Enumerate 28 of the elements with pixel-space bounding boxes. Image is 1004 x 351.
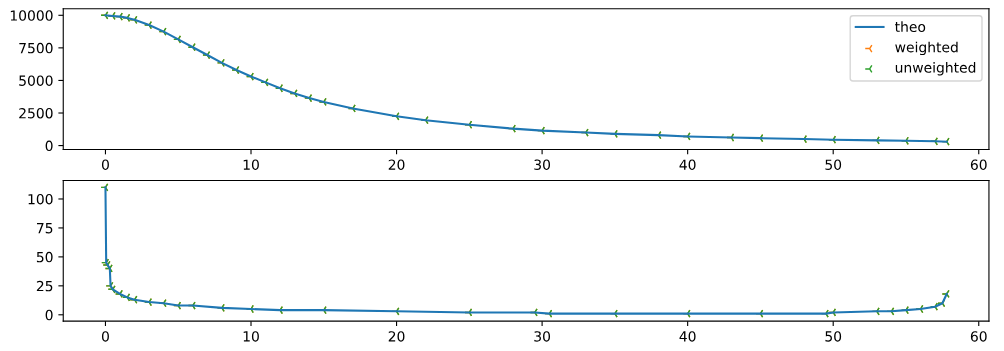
x-tick-label: 50 [825,331,842,342]
y-tick-label: 5000 [19,75,53,86]
x-tick-label: 20 [388,159,405,170]
y-tick-label: 75 [37,223,53,234]
x-tick-label: 40 [679,331,696,342]
x-tick-label: 0 [101,331,109,342]
y-tick-label: 10000 [10,10,53,21]
x-tick-label: 60 [970,159,987,170]
y-tick-label: 7500 [19,42,53,54]
x-tick-label: 10 [243,159,259,170]
x-tick-label: 50 [825,159,842,170]
x-tick-label: 20 [388,331,405,342]
y-tick-label: 100 [28,193,53,205]
x-tick-label: 30 [534,159,551,170]
y-tick-label: 0 [45,309,53,321]
legend-label: unweighted [895,62,976,76]
y-tick-label: 2500 [19,107,53,119]
x-tick-label: 40 [679,159,696,170]
x-tick-label: 60 [970,331,987,342]
x-tick-label: 10 [243,331,259,342]
x-tick-label: 30 [534,331,551,342]
legend-label: theo [895,21,926,33]
x-tick-label: 0 [101,159,109,170]
y-tick-label: 0 [45,140,53,152]
y-tick-label: 50 [36,251,53,263]
line-series [104,186,948,315]
legend-label: weighted [895,41,958,56]
y-tick-label: 25 [36,280,53,292]
